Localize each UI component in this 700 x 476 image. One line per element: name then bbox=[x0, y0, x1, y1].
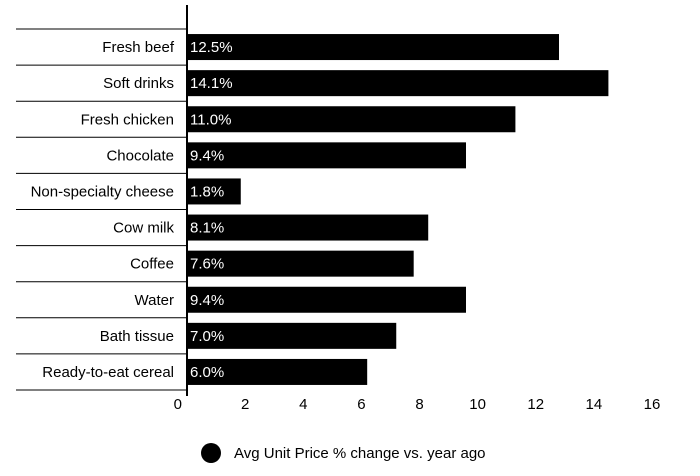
x-tick-label: 16 bbox=[644, 396, 661, 413]
bar bbox=[187, 70, 609, 97]
category-label: Coffee bbox=[130, 256, 174, 273]
x-tick-label: 2 bbox=[241, 396, 249, 413]
x-tick-label: 8 bbox=[415, 396, 423, 413]
value-label: 9.4% bbox=[190, 147, 224, 164]
x-tick-label: 12 bbox=[527, 396, 544, 413]
value-label: 12.5% bbox=[190, 39, 233, 56]
value-label: 8.1% bbox=[190, 220, 224, 237]
value-label: 6.0% bbox=[190, 364, 224, 381]
category-label: Cow milk bbox=[113, 220, 174, 237]
bar bbox=[187, 34, 559, 61]
bar bbox=[187, 286, 466, 313]
category-label: Chocolate bbox=[106, 147, 174, 164]
bar bbox=[187, 250, 414, 277]
legend-label: Avg Unit Price % change vs. year ago bbox=[234, 445, 486, 462]
bar bbox=[187, 178, 241, 205]
category-label: Soft drinks bbox=[103, 75, 174, 92]
x-tick-labels: 0 2 4 6 8 10 12 14 16 bbox=[174, 396, 661, 413]
value-label: 14.1% bbox=[190, 75, 233, 92]
bar bbox=[187, 358, 368, 385]
category-label: Fresh chicken bbox=[81, 111, 174, 128]
row-separators bbox=[16, 28, 187, 391]
x-tick-label: 10 bbox=[469, 396, 486, 413]
bar bbox=[187, 106, 516, 133]
x-tick-label: 0 bbox=[174, 396, 182, 413]
category-label: Non-specialty cheese bbox=[31, 183, 174, 200]
bars-group bbox=[187, 34, 609, 385]
category-label: Fresh beef bbox=[102, 39, 175, 56]
bar bbox=[187, 214, 429, 241]
bar bbox=[187, 142, 466, 169]
x-tick-label: 6 bbox=[357, 396, 365, 413]
value-label: 11.0% bbox=[190, 111, 231, 128]
x-tick-label: 14 bbox=[586, 396, 603, 413]
bar bbox=[187, 322, 397, 349]
value-labels: 12.5% 14.1% 11.0% 9.4% 1.8% 8.1% 7.6% 9.4% 7.0% 6… bbox=[190, 39, 233, 381]
legend-marker bbox=[201, 443, 221, 463]
value-label: 7.0% bbox=[190, 328, 224, 345]
x-tick-label: 4 bbox=[299, 396, 307, 413]
value-label: 7.6% bbox=[190, 256, 224, 273]
value-label: 1.8% bbox=[190, 183, 224, 200]
legend: Avg Unit Price % change vs. year ago bbox=[201, 443, 486, 463]
value-label: 9.4% bbox=[190, 292, 224, 309]
category-label: Water bbox=[135, 292, 174, 309]
category-label: Bath tissue bbox=[100, 328, 174, 345]
category-label: Ready-to-eat cereal bbox=[42, 364, 174, 381]
category-labels: Fresh beef Soft drinks Fresh chicken Chocol… bbox=[31, 39, 175, 381]
